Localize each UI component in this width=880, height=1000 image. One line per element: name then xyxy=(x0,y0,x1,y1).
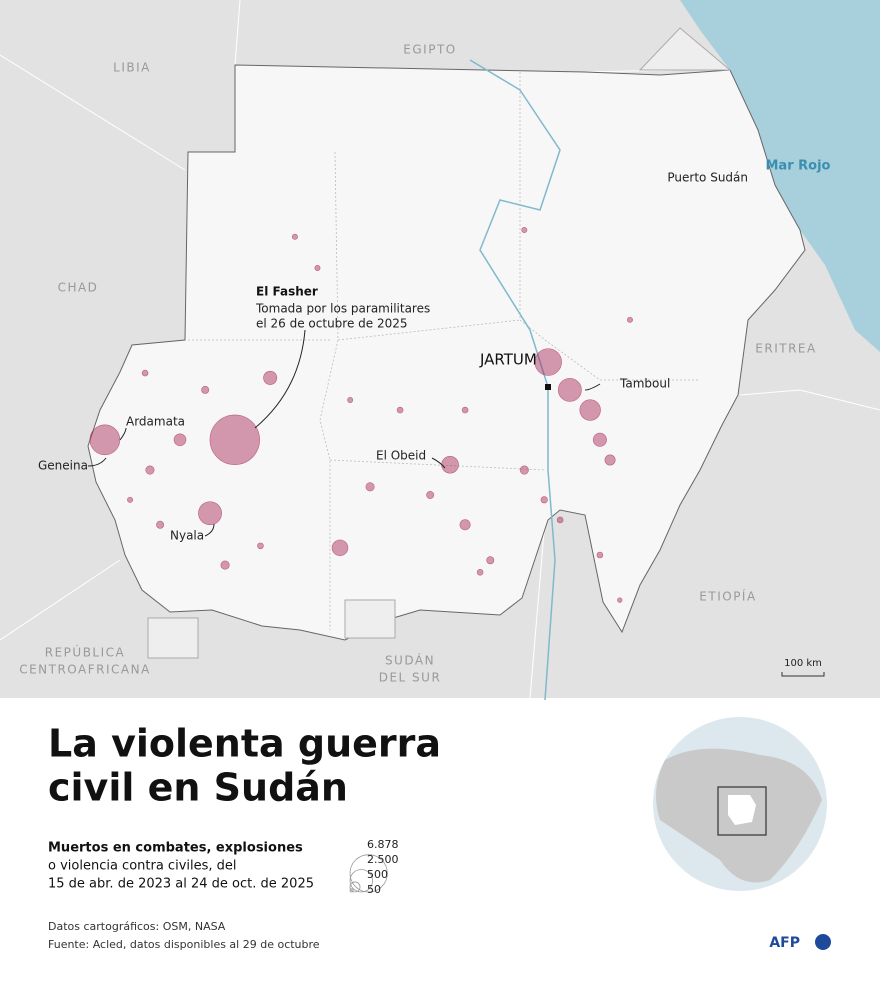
event-bubble xyxy=(145,465,155,475)
event-bubble xyxy=(534,348,562,376)
event-bubble xyxy=(459,519,471,531)
event-bubble xyxy=(331,539,349,557)
title: La violenta guerra xyxy=(48,722,441,766)
subtitle: o violencia contra civiles, del xyxy=(48,859,237,874)
size-legend: 6.878 2.500 500 50 xyxy=(349,838,399,896)
legend-circle xyxy=(349,881,361,893)
event-bubble xyxy=(201,385,210,394)
event-bubble xyxy=(476,568,484,576)
event-bubble xyxy=(365,482,375,492)
event-bubble xyxy=(579,399,601,421)
scale-label: 100 km xyxy=(784,658,822,669)
event-bubble xyxy=(441,455,459,474)
annotation-title: El Fasher xyxy=(256,285,318,299)
scale-bar xyxy=(781,672,825,677)
country-borders xyxy=(0,0,880,699)
event-bubble xyxy=(141,369,149,377)
event-bubble xyxy=(592,432,607,447)
legend-label: 6.878 xyxy=(367,838,399,851)
event-bubble xyxy=(347,396,354,403)
event-bubble xyxy=(173,433,187,447)
country-label: DEL SUR xyxy=(379,671,442,685)
annotation-text: Tomada por los paramilitares xyxy=(255,302,430,316)
red-sea xyxy=(680,0,880,352)
logo: AFP xyxy=(769,935,800,951)
event-bubble xyxy=(540,496,548,504)
subtitle: Muertos en combates, explosiones xyxy=(48,841,303,856)
source: Datos cartográficos: OSM, NASA xyxy=(48,920,226,933)
event-bubble xyxy=(426,491,435,499)
source: Fuente: Acled, datos disponibles al 29 d… xyxy=(48,938,320,951)
event-bubble xyxy=(596,551,604,559)
title: civil en Sudán xyxy=(48,766,348,810)
city-label: Ardamata xyxy=(126,415,185,429)
event-bubble xyxy=(626,316,633,323)
event-bubble xyxy=(89,424,121,456)
capital-marker xyxy=(545,384,551,390)
city-label: Nyala xyxy=(170,529,204,543)
event-bubble xyxy=(521,227,528,234)
subtitle: 15 de abr. de 2023 al 24 de oct. de 2025 xyxy=(48,877,314,892)
event-bubble xyxy=(220,560,230,570)
country-label: EGIPTO xyxy=(403,43,456,57)
locator-globe xyxy=(653,717,827,891)
bubble-layer xyxy=(89,227,633,603)
capital-label: JARTUM xyxy=(479,351,537,369)
event-bubble xyxy=(604,454,616,466)
event-bubble xyxy=(617,597,623,603)
nile xyxy=(469,59,561,701)
country-label: CENTROAFRICANA xyxy=(19,663,151,677)
legend-circle xyxy=(349,854,388,893)
logo-dot xyxy=(815,934,831,950)
event-bubble xyxy=(314,264,321,271)
country-label: SUDÁN xyxy=(385,653,435,668)
event-bubble xyxy=(209,414,260,465)
event-bubble xyxy=(486,556,495,565)
event-bubble xyxy=(396,406,404,414)
city-label: Tamboul xyxy=(619,377,670,391)
city-label: Puerto Sudán xyxy=(667,171,748,185)
legend-label: 2.500 xyxy=(367,853,399,866)
city-label: Geneina xyxy=(38,459,88,473)
legend-label: 50 xyxy=(367,883,381,896)
legend-circle xyxy=(349,869,373,893)
legend-label: 500 xyxy=(367,868,388,881)
country-label: REPÚBLICA xyxy=(45,645,125,660)
country-label: LIBIA xyxy=(113,61,151,75)
event-bubble xyxy=(198,501,222,526)
leader-lines xyxy=(87,329,601,537)
event-bubble xyxy=(291,233,298,240)
country-label: ETIOPÍA xyxy=(699,589,756,604)
legend-circle xyxy=(349,888,354,893)
annotation-text: el 26 de octubre de 2025 xyxy=(256,317,408,331)
event-bubble xyxy=(461,406,469,414)
country-label: CHAD xyxy=(58,281,99,295)
event-bubble xyxy=(556,516,564,524)
ceded-areas xyxy=(147,27,732,659)
event-bubble xyxy=(519,465,529,475)
city-label: El Obeid xyxy=(376,449,426,463)
country-label: ERITREA xyxy=(755,342,816,356)
event-bubble xyxy=(127,496,134,503)
event-bubble xyxy=(263,370,278,385)
sea-label: Mar Rojo xyxy=(766,159,831,174)
event-bubble xyxy=(156,520,165,529)
event-bubble xyxy=(557,377,582,402)
state-borders xyxy=(188,72,700,630)
event-bubble xyxy=(257,542,264,550)
